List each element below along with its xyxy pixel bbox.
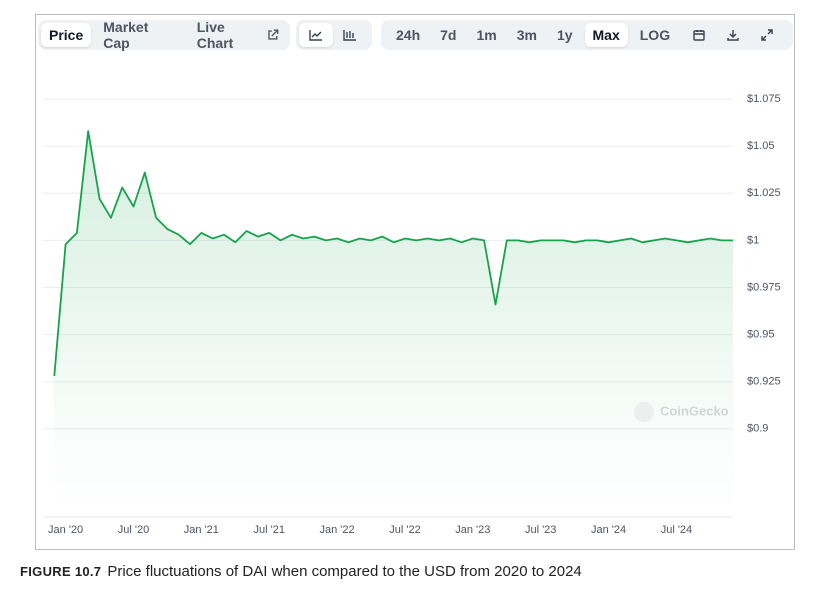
tab-button[interactable]: Price xyxy=(41,23,92,47)
x-tick-label: Jul '22 xyxy=(389,524,420,536)
candle-chart-button[interactable] xyxy=(333,23,367,47)
x-tick-label: Jul '21 xyxy=(254,524,285,536)
x-tick-label: Jan '21 xyxy=(184,524,219,536)
range-button[interactable]: 7d xyxy=(440,27,457,43)
chart: $0.9 $0.925 $0.95 $0.975 $1 $1.025 $1.05 $1.075… xyxy=(43,93,781,536)
x-tick-label: Jul '20 xyxy=(118,524,149,536)
tab-button[interactable]: Market Cap xyxy=(103,19,149,51)
y-tick-label: $0.925 xyxy=(747,376,781,388)
y-tick-label: $1 xyxy=(747,234,759,246)
range-button[interactable]: Max xyxy=(584,23,628,47)
caption-label: FIGURE 10.7 xyxy=(20,564,102,579)
download-button[interactable] xyxy=(716,23,750,47)
log-button[interactable]: LOG xyxy=(639,27,671,43)
y-tick-label: $0.95 xyxy=(747,329,775,341)
tab-label: Live Chart xyxy=(196,19,234,51)
range-button[interactable]: 24h xyxy=(396,27,421,43)
chart-type-group xyxy=(296,20,372,50)
x-tick-label: Jan '22 xyxy=(320,524,355,536)
x-tick-label: Jan '24 xyxy=(591,524,626,536)
area-fill xyxy=(54,131,734,523)
fullscreen-button[interactable] xyxy=(750,23,784,47)
watermark: CoinGecko xyxy=(634,402,729,422)
x-tick-label: Jan '20 xyxy=(48,524,83,536)
x-tick-label: Jul '24 xyxy=(661,524,692,536)
chart-frame: Price Market Cap Live Chart 24h 7d 1m 3m… xyxy=(35,14,795,550)
y-tick-label: $1.075 xyxy=(747,93,781,105)
calendar-button[interactable] xyxy=(682,23,716,47)
y-tick-label: $0.975 xyxy=(747,281,781,293)
range-group: 24h 7d 1m 3m 1y Max LOG xyxy=(381,20,793,50)
y-tick-label: $1.025 xyxy=(747,187,781,199)
y-tick-label: $0.9 xyxy=(747,423,768,435)
caption-text: Price fluctuations of DAI when compared … xyxy=(107,563,582,580)
range-button[interactable]: 1m xyxy=(476,27,497,43)
external-icon xyxy=(268,29,279,40)
x-tick-label: Jul '23 xyxy=(525,524,556,536)
watermark-text: CoinGecko xyxy=(660,403,729,418)
tab-button[interactable]: Live Chart xyxy=(189,19,287,51)
figure-caption: FIGURE 10.7 Price fluctuations of DAI whe… xyxy=(20,563,582,580)
range-button[interactable]: 3m xyxy=(516,27,537,43)
price-line xyxy=(53,130,733,377)
x-tick-label: Jan '23 xyxy=(455,524,490,536)
y-tick-label: $1.05 xyxy=(747,140,775,152)
tab-group: Price Market Cap Live Chart xyxy=(38,19,290,51)
range-button[interactable]: 1y xyxy=(556,27,573,43)
line-chart-button[interactable] xyxy=(299,23,333,47)
